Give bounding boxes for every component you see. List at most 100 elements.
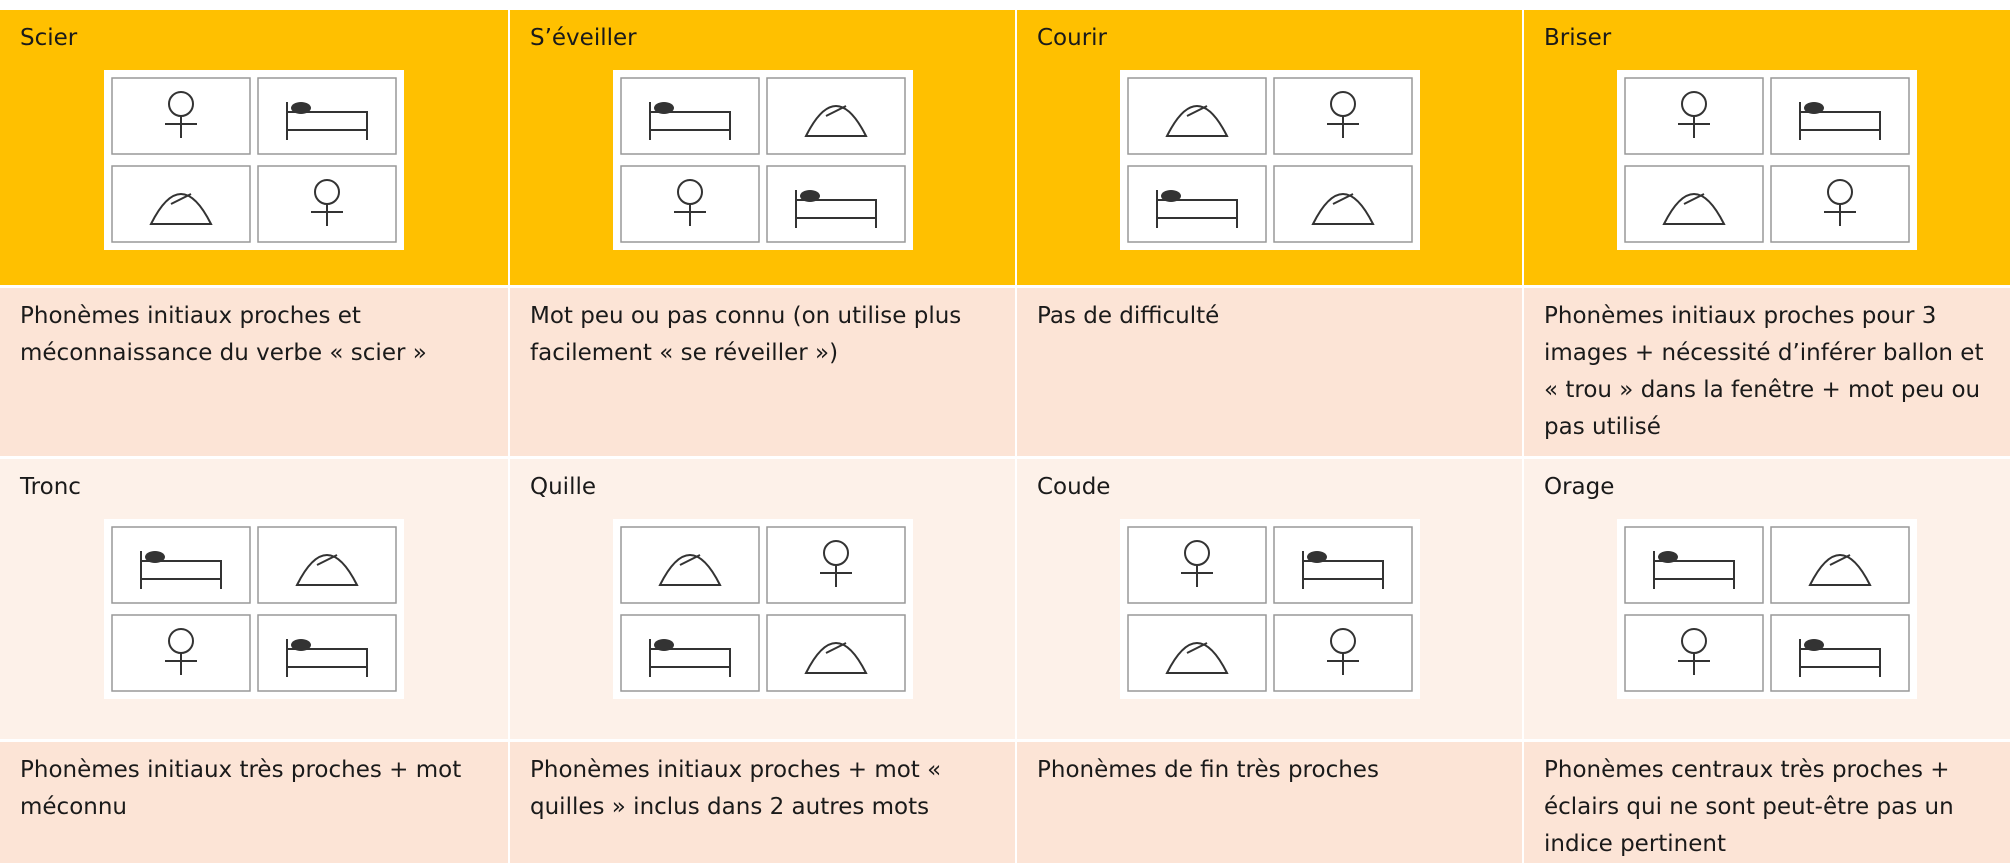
- illustration-part: [170, 193, 192, 205]
- illustration-part: [1829, 554, 1851, 566]
- illustration-part: [165, 116, 197, 138]
- illustration-part: [653, 639, 674, 651]
- illustration-part: [673, 204, 706, 226]
- note-cell: Phonèmes initiaux proches + mot « quille…: [510, 742, 1015, 863]
- picture-cell: Scier: [0, 10, 508, 285]
- illustration-part: [1164, 105, 1229, 137]
- illustration-part: [765, 614, 906, 692]
- word: Briser: [1544, 25, 1612, 51]
- illustration-part: [1326, 653, 1359, 675]
- illustration-part: [1164, 642, 1229, 674]
- illustration-part: [286, 102, 368, 140]
- table: Scier S’éveiller Courir Briser Phonèmes init…: [0, 10, 2010, 863]
- illustration-part: [799, 190, 820, 202]
- illustration-part: [257, 614, 397, 692]
- picture-cell: Quille: [510, 459, 1015, 739]
- illustration-part: [1624, 165, 1764, 243]
- illustration-part: [1624, 614, 1764, 692]
- illustration-part: [316, 554, 338, 566]
- illustration-part: [1332, 193, 1353, 205]
- illustration-part: [1126, 165, 1267, 243]
- illustration-part: [145, 551, 165, 563]
- word: Tronc: [20, 474, 81, 500]
- illustration-part: [1126, 77, 1267, 155]
- illustration-part: [1126, 614, 1267, 692]
- illustration-part: [1155, 190, 1238, 228]
- illustration-part: [1824, 204, 1856, 226]
- illustration-part: [291, 639, 311, 651]
- illustration-part: [619, 77, 760, 155]
- illustration-part: [1770, 526, 1910, 604]
- note-cell: Pas de difficulté: [1017, 288, 1522, 456]
- note-cell: Phonèmes initiaux proches pour 3 images …: [1524, 288, 2010, 456]
- picture-cell: Tronc: [0, 459, 508, 739]
- illustration-part: [1799, 102, 1881, 140]
- word: Quille: [530, 474, 597, 500]
- note-cell: Phonèmes initiaux très proches + mot méc…: [0, 742, 508, 863]
- illustration-part: [1306, 551, 1327, 563]
- illustration-part: [1272, 526, 1413, 604]
- illustration-part: [1186, 105, 1207, 117]
- illustration-part: [1683, 193, 1705, 205]
- illustration-part: [1301, 551, 1384, 589]
- illustration: [1119, 519, 1420, 699]
- illustration-part: [1658, 551, 1678, 563]
- illustration-part: [1678, 653, 1710, 675]
- illustration-part: [1770, 77, 1910, 155]
- illustration-part: [794, 190, 877, 228]
- illustration-part: [286, 639, 368, 677]
- word: Coude: [1037, 474, 1111, 500]
- illustration-part: [648, 102, 731, 140]
- illustration-part: [295, 554, 359, 586]
- word: Courir: [1037, 25, 1108, 51]
- illustration-part: [257, 526, 397, 604]
- illustration-part: [1653, 551, 1735, 589]
- illustration-part: [1808, 554, 1872, 586]
- illustration: [1119, 70, 1420, 250]
- illustration-part: [1804, 102, 1824, 114]
- illustration-part: [1799, 639, 1881, 677]
- illustration-part: [111, 526, 251, 604]
- word: Orage: [1544, 474, 1615, 500]
- illustration: [1617, 70, 1917, 250]
- illustration-part: [257, 77, 397, 155]
- note-cell: Phonèmes de fin très proches: [1017, 742, 1522, 863]
- illustration: [104, 70, 404, 250]
- illustration-part: [825, 642, 846, 654]
- picture-cell: Coude: [1017, 459, 1522, 739]
- illustration-part: [165, 653, 197, 675]
- illustration-part: [653, 102, 674, 114]
- picture-cell: Briser: [1524, 10, 2010, 285]
- illustration-part: [619, 526, 760, 604]
- illustration-part: [1160, 190, 1181, 202]
- illustration-part: [149, 193, 213, 225]
- illustration-part: [803, 105, 868, 137]
- picture-cell: Orage: [1524, 459, 2010, 739]
- word: S’éveiller: [530, 25, 637, 51]
- illustration-part: [140, 551, 222, 589]
- illustration-part: [1624, 526, 1764, 604]
- illustration: [1617, 519, 1917, 699]
- illustration-part: [1804, 639, 1824, 651]
- illustration: [612, 70, 913, 250]
- illustration-part: [619, 614, 760, 692]
- illustration-part: [311, 204, 343, 226]
- note-cell: Mot peu ou pas connu (on utilise plus fa…: [510, 288, 1015, 456]
- illustration-part: [1180, 565, 1213, 587]
- illustration-part: [679, 554, 700, 566]
- illustration-part: [1186, 642, 1207, 654]
- picture-cell: Courir: [1017, 10, 1522, 285]
- note-cell: Phonèmes centraux très proches + éclairs…: [1524, 742, 2010, 863]
- illustration-part: [1310, 193, 1375, 225]
- illustration-part: [765, 77, 906, 155]
- illustration: [104, 519, 404, 699]
- picture-cell: S’éveiller: [510, 10, 1015, 285]
- illustration-part: [1272, 165, 1413, 243]
- illustration-part: [1678, 116, 1710, 138]
- note-cell: Phonèmes initiaux proches et méconnaissa…: [0, 288, 508, 456]
- illustration-part: [803, 642, 868, 674]
- illustration-part: [825, 105, 846, 117]
- illustration: [612, 519, 913, 699]
